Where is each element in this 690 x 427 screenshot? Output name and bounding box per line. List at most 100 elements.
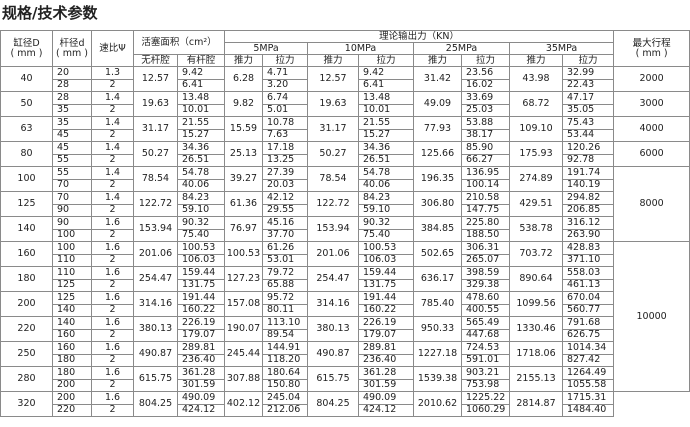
ratio-cell: 1.4 [91,91,134,105]
pull-cell: 65.88 [262,278,309,292]
pull-cell: 79.72 [262,266,309,280]
push-cell: 78.54 [307,166,360,192]
pull-cell: 4.71 [262,66,309,80]
header-cell: 最大行程( mm ) [613,30,690,67]
rod-area-cell: 226.19 [176,316,226,330]
rod-area-cell: 90.32 [176,216,226,230]
pull-cell: 47.17 [562,91,615,105]
push-cell: 274.89 [509,166,564,192]
area-cell: 254.47 [133,266,178,292]
push-cell: 2155.13 [509,366,564,392]
pull-cell: 27.39 [262,166,309,180]
rod-area-cell: 26.51 [176,153,226,167]
pull-cell: 1055.58 [562,378,615,392]
bore-cell: 40 [0,66,53,92]
push-cell: 306.80 [413,191,463,217]
ratio-cell: 2 [91,128,134,142]
push-cell: 502.65 [413,241,463,267]
pull-cell: 1715.31 [562,391,615,405]
ratio-cell: 1.4 [91,166,134,180]
pull-cell: 558.03 [562,266,615,280]
push-cell: 153.94 [307,216,360,242]
area-cell: 50.27 [133,141,178,167]
header-cell: 缸径D( mm ) [0,30,53,67]
stroke-cell: 2000 [613,66,690,92]
push-cell: 245.44 [224,341,264,367]
rod-cell: 200 [52,391,92,405]
pull-cell: 428.83 [562,241,615,255]
push-cell: 785.40 [413,291,463,317]
header-cell: 拉力 [358,54,415,67]
pull-cell: 306.31 [461,241,511,255]
ratio-cell: 2 [91,353,134,367]
push-cell: 384.85 [413,216,463,242]
pull-cell: 80.11 [262,303,309,317]
push-cell: 122.72 [307,191,360,217]
push-cell: 538.78 [509,216,564,242]
area-cell: 78.54 [133,166,178,192]
pull-cell: 100.14 [461,178,511,192]
push-cell: 25.13 [224,141,264,167]
pull-cell: 16.02 [461,78,511,92]
pull-cell: 75.43 [562,116,615,130]
pull-cell: 59.10 [358,203,415,217]
pull-cell: 791.68 [562,316,615,330]
push-cell: 1718.06 [509,341,564,367]
pull-cell: 191.74 [562,166,615,180]
pull-cell: 301.59 [358,378,415,392]
push-cell: 2814.87 [509,391,564,417]
push-cell: 43.98 [509,66,564,92]
ratio-cell: 1.6 [91,266,134,280]
header-cell: 推力 [224,54,264,67]
push-cell: 380.13 [307,316,360,342]
area-cell: 122.72 [133,191,178,217]
area-cell: 380.13 [133,316,178,342]
rod-area-cell: 100.53 [176,241,226,255]
pull-cell: 236.40 [358,353,415,367]
stroke-cell: 6000 [613,141,690,167]
pull-cell: 461.13 [562,278,615,292]
pull-cell: 226.19 [358,316,415,330]
rod-cell: 45 [52,128,92,142]
pull-cell: 45.16 [262,216,309,230]
page-title: 规格/技术参数 [2,4,98,22]
pull-cell: 13.48 [358,91,415,105]
pull-cell: 144.91 [262,341,309,355]
pull-cell: 188.50 [461,228,511,242]
pull-cell: 329.38 [461,278,511,292]
pull-cell: 179.07 [358,328,415,342]
push-cell: 2010.62 [413,391,463,417]
ratio-cell: 1.6 [91,216,134,230]
rod-cell: 100 [52,228,92,242]
pull-cell: 95.72 [262,291,309,305]
push-cell: 201.06 [307,241,360,267]
pull-cell: 9.42 [358,66,415,80]
push-cell: 1330.46 [509,316,564,342]
push-cell: 6.28 [224,66,264,92]
rod-area-cell: 160.22 [176,303,226,317]
rod-area-cell: 59.10 [176,203,226,217]
pull-cell: 294.82 [562,191,615,205]
rod-area-cell: 15.27 [176,128,226,142]
table-row: 40 20 1.3 12.57 9.42 6.28 4.71 12.57 9.42 31.42 23… [0,66,690,92]
rod-area-cell: 179.07 [176,328,226,342]
pull-cell: 6.74 [262,91,309,105]
rod-cell: 20 [52,66,92,80]
rod-cell: 140 [52,303,92,317]
table-row: 80 45 1.4 50.27 34.36 25.13 17.18 50.27 34.36 125… [0,141,690,167]
pull-cell: 85.90 [461,141,511,155]
pull-cell: 20.03 [262,178,309,192]
ratio-cell: 1.4 [91,141,134,155]
header-cell: 拉力 [562,54,615,67]
table-row: 5MPa 10MPa 25MPa 35MPa [1,42,690,55]
rod-cell: 45 [52,141,92,155]
pull-cell: 13.25 [262,153,309,167]
rod-area-cell: 424.12 [176,403,226,417]
pull-cell: 23.56 [461,66,511,80]
pull-cell: 118.20 [262,353,309,367]
rod-cell: 90 [52,216,92,230]
ratio-cell: 2 [91,228,134,242]
push-cell: 429.51 [509,191,564,217]
rod-cell: 28 [52,78,92,92]
pull-cell: 10.78 [262,116,309,130]
